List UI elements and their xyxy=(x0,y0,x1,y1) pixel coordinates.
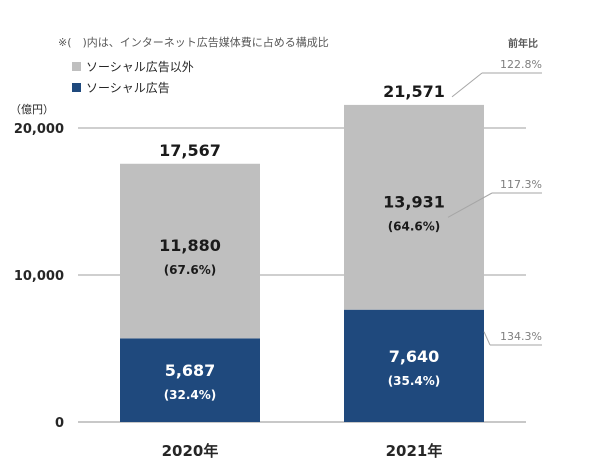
social-share-label-2021: (35.4%) xyxy=(388,374,441,388)
legend-swatch-other xyxy=(72,62,81,71)
bar-social-1 xyxy=(344,309,484,422)
other-value-label-2020: 11,880 xyxy=(159,236,221,255)
yoy-header: 前年比 xyxy=(508,37,538,50)
chart-note: ※( )内は、インターネット広告媒体費に占める構成比 xyxy=(58,35,329,49)
legend: ソーシャル広告以外 ソーシャル広告 xyxy=(72,60,194,95)
other-share-label-2020: (67.6%) xyxy=(164,263,217,277)
y-unit-label: （億円） xyxy=(10,103,54,116)
category-label-2021: 2021年 xyxy=(386,442,443,460)
y-tick-label-0: 0 xyxy=(55,416,64,431)
yoy-leader-total xyxy=(451,72,483,98)
other-share-label-2021: (64.6%) xyxy=(388,219,441,233)
yoy-leader-social xyxy=(483,331,491,346)
yoy-leader-other xyxy=(447,192,493,218)
bars xyxy=(120,104,484,422)
bar-social-0 xyxy=(120,338,260,422)
y-axis-ticks: 0 10,000 20,000 xyxy=(14,122,64,431)
other-value-label-2021: 13,931 xyxy=(383,192,445,211)
yoy-callouts: 122.8% 117.3% 134.3% xyxy=(447,58,542,346)
bar-other-0 xyxy=(120,163,260,339)
yoy-total-label: 122.8% xyxy=(500,58,542,71)
legend-label-other: ソーシャル広告以外 xyxy=(86,60,194,74)
total-label-2021: 21,571 xyxy=(383,82,445,101)
yoy-social-label: 134.3% xyxy=(500,330,542,343)
total-label-2020: 17,567 xyxy=(159,141,221,160)
y-tick-label-10000: 10,000 xyxy=(14,269,64,284)
social-share-label-2020: (32.4%) xyxy=(164,388,217,402)
yoy-other-label: 117.3% xyxy=(500,178,542,191)
social-value-label-2020: 5,687 xyxy=(165,361,216,380)
y-tick-label-20000: 20,000 xyxy=(14,122,64,137)
social-value-label-2021: 7,640 xyxy=(389,347,440,366)
legend-swatch-social xyxy=(72,83,81,92)
category-label-2020: 2020年 xyxy=(162,442,219,460)
legend-label-social: ソーシャル広告 xyxy=(86,81,170,95)
bar-other-1 xyxy=(344,104,484,310)
